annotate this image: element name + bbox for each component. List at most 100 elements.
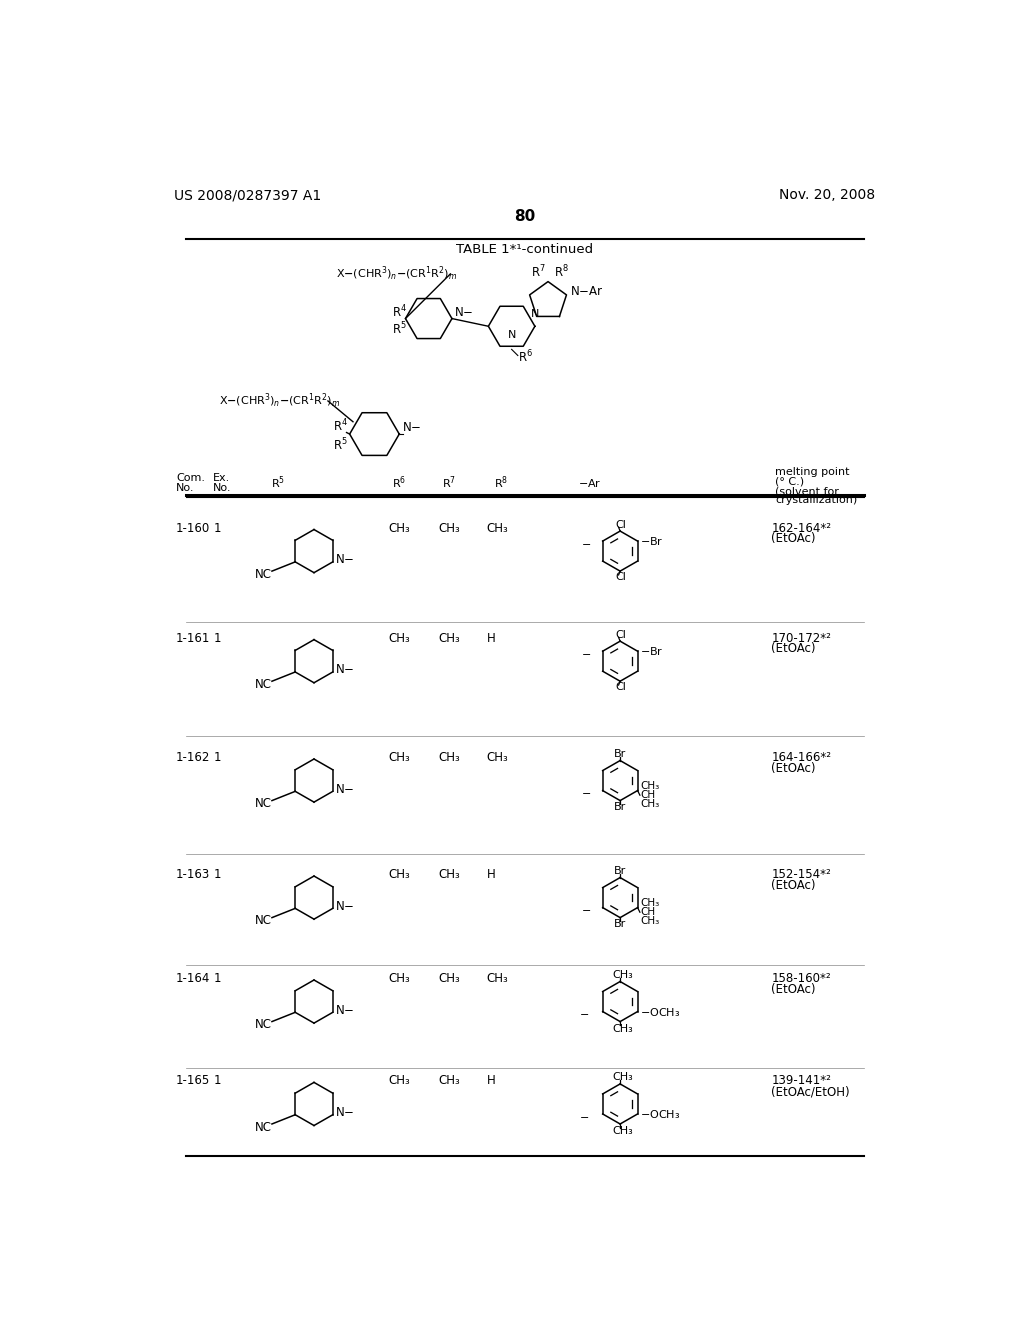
Text: R$^4$: R$^4$ xyxy=(391,304,407,321)
Text: $-$: $-$ xyxy=(580,1110,590,1121)
Text: $-$Br: $-$Br xyxy=(640,645,664,657)
Text: H: H xyxy=(486,1074,496,1088)
Text: 170-172*²: 170-172*² xyxy=(771,631,831,644)
Text: $-$: $-$ xyxy=(580,1008,590,1018)
Text: 1: 1 xyxy=(213,631,221,644)
Text: (EtOAc): (EtOAc) xyxy=(771,643,816,656)
Text: N$-$: N$-$ xyxy=(335,553,354,566)
Text: NC: NC xyxy=(255,677,272,690)
Text: Ex.: Ex. xyxy=(213,473,230,483)
Text: CH₃: CH₃ xyxy=(640,781,659,791)
Text: crystallization): crystallization) xyxy=(775,495,857,506)
Text: 1: 1 xyxy=(213,1074,221,1088)
Text: (EtOAc): (EtOAc) xyxy=(771,762,816,775)
Text: 152-154*²: 152-154*² xyxy=(771,869,831,880)
Text: R$^8$: R$^8$ xyxy=(554,264,569,281)
Text: NC: NC xyxy=(255,915,272,927)
Text: 1-165: 1-165 xyxy=(176,1074,210,1088)
Text: CH₃: CH₃ xyxy=(486,972,509,985)
Text: 1-162: 1-162 xyxy=(176,751,210,764)
Text: 1: 1 xyxy=(213,972,221,985)
Text: R$^5$: R$^5$ xyxy=(271,474,286,491)
Text: CH₃: CH₃ xyxy=(438,1074,460,1088)
Text: 1: 1 xyxy=(213,751,221,764)
Text: 1-163: 1-163 xyxy=(176,869,210,880)
Text: 158-160*²: 158-160*² xyxy=(771,972,830,985)
Text: melting point: melting point xyxy=(775,467,850,477)
Text: NC: NC xyxy=(255,1018,272,1031)
Text: CH₃: CH₃ xyxy=(438,972,460,985)
Text: N: N xyxy=(508,330,516,341)
Text: $-$OCH₃: $-$OCH₃ xyxy=(640,1107,680,1119)
Text: Cl: Cl xyxy=(615,573,627,582)
Text: CH₃: CH₃ xyxy=(612,1023,633,1034)
Text: N$-$: N$-$ xyxy=(401,421,421,434)
Text: N$-$: N$-$ xyxy=(335,1106,354,1119)
Text: CH₃: CH₃ xyxy=(612,1126,633,1137)
Text: R$^4$: R$^4$ xyxy=(333,418,348,434)
Text: CH: CH xyxy=(640,791,655,800)
Text: (EtOAc): (EtOAc) xyxy=(771,982,816,995)
Text: CH₃: CH₃ xyxy=(388,631,411,644)
Text: N$-$: N$-$ xyxy=(335,663,354,676)
Text: (EtOAc/EtOH): (EtOAc/EtOH) xyxy=(771,1085,850,1098)
Text: $-$Ar: $-$Ar xyxy=(578,477,601,488)
Text: TABLE 1*¹-continued: TABLE 1*¹-continued xyxy=(457,243,593,256)
Text: N$-$: N$-$ xyxy=(335,1003,354,1016)
Text: CH₃: CH₃ xyxy=(640,800,659,809)
Text: 1-164: 1-164 xyxy=(176,972,210,985)
Text: No.: No. xyxy=(176,483,195,492)
Text: $-$Br: $-$Br xyxy=(640,535,664,546)
Text: (EtOAc): (EtOAc) xyxy=(771,879,816,892)
Text: 164-166*²: 164-166*² xyxy=(771,751,831,764)
Text: CH: CH xyxy=(640,907,655,917)
Text: Nov. 20, 2008: Nov. 20, 2008 xyxy=(779,189,876,202)
Text: $-$OCH₃: $-$OCH₃ xyxy=(640,1006,680,1018)
Text: No.: No. xyxy=(213,483,231,492)
Text: N: N xyxy=(531,309,540,319)
Text: N$-$: N$-$ xyxy=(335,899,354,912)
Text: CH₃: CH₃ xyxy=(612,970,633,979)
Text: Cl: Cl xyxy=(615,682,627,693)
Text: CH₃: CH₃ xyxy=(388,751,411,764)
Text: Cl: Cl xyxy=(615,630,627,640)
Text: CH₃: CH₃ xyxy=(438,751,460,764)
Text: CH₃: CH₃ xyxy=(388,1074,411,1088)
Text: N$-$Ar: N$-$Ar xyxy=(569,285,603,298)
Text: $-$: $-$ xyxy=(581,648,591,657)
Text: N$-$: N$-$ xyxy=(454,306,473,319)
Text: Cl: Cl xyxy=(615,520,627,529)
Text: (solvent for: (solvent for xyxy=(775,486,839,496)
Text: Br: Br xyxy=(614,919,626,929)
Text: Br: Br xyxy=(614,866,626,876)
Text: 80: 80 xyxy=(514,209,536,223)
Text: R$^6$: R$^6$ xyxy=(391,474,406,491)
Text: NC: NC xyxy=(255,797,272,810)
Text: CH₃: CH₃ xyxy=(388,972,411,985)
Text: (EtOAc): (EtOAc) xyxy=(771,532,816,545)
Text: CH₃: CH₃ xyxy=(612,1072,633,1082)
Text: CH₃: CH₃ xyxy=(640,916,659,927)
Text: CH₃: CH₃ xyxy=(486,751,509,764)
Text: 1-160: 1-160 xyxy=(176,521,210,535)
Text: H: H xyxy=(486,631,496,644)
Text: 1-161: 1-161 xyxy=(176,631,210,644)
Text: $-$: $-$ xyxy=(581,787,591,797)
Text: CH₃: CH₃ xyxy=(486,521,509,535)
Text: NC: NC xyxy=(255,568,272,581)
Text: $-$: $-$ xyxy=(581,537,591,548)
Text: 162-164*²: 162-164*² xyxy=(771,521,831,535)
Text: $-$: $-$ xyxy=(581,904,591,915)
Text: CH₃: CH₃ xyxy=(438,521,460,535)
Text: CH₃: CH₃ xyxy=(388,521,411,535)
Text: CH₃: CH₃ xyxy=(438,869,460,880)
Text: Br: Br xyxy=(614,801,626,812)
Text: CH₃: CH₃ xyxy=(388,869,411,880)
Text: CH₃: CH₃ xyxy=(438,631,460,644)
Text: 1: 1 xyxy=(213,521,221,535)
Text: R$^7$: R$^7$ xyxy=(531,264,546,281)
Text: R$^5$: R$^5$ xyxy=(333,437,347,453)
Text: R$^7$: R$^7$ xyxy=(442,474,456,491)
Text: R$^5$: R$^5$ xyxy=(391,321,407,338)
Text: NC: NC xyxy=(255,1121,272,1134)
